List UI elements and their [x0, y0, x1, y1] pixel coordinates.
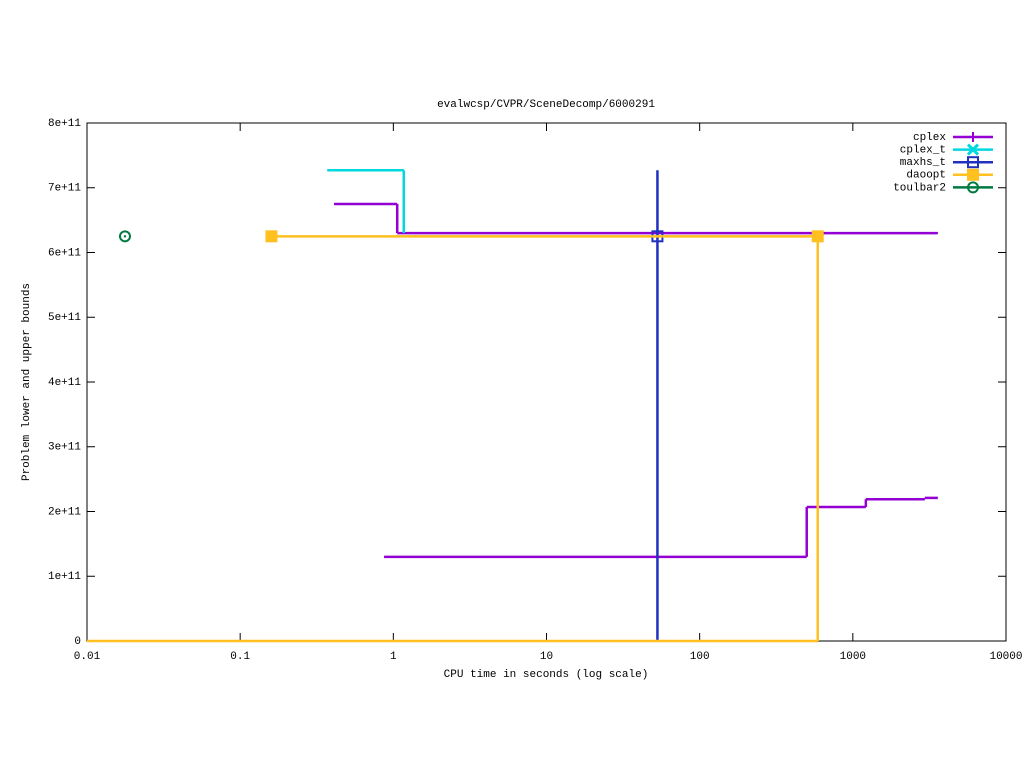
x-tick-label: 1	[390, 651, 397, 663]
marker	[118, 230, 131, 243]
y-tick-label: 3e+11	[48, 442, 81, 454]
y-axis-label: Problem lower and upper bounds	[21, 283, 33, 481]
y-tick-label: 4e+11	[48, 377, 81, 389]
legend-label: daoopt	[906, 170, 946, 182]
y-tick-label: 6e+11	[48, 247, 81, 259]
marker	[966, 143, 980, 156]
marker	[967, 181, 979, 194]
legend-label: cplex	[913, 132, 946, 144]
legend-label: cplex_t	[900, 145, 946, 157]
y-tick-label: 2e+11	[48, 506, 81, 518]
marker	[265, 230, 278, 243]
y-tick-label: 5e+11	[48, 312, 81, 324]
y-tick-label: 0	[74, 636, 81, 648]
marker	[811, 230, 824, 243]
x-tick-label: 10000	[989, 651, 1022, 663]
x-axis-label: CPU time in seconds (log scale)	[444, 669, 649, 681]
y-tick-label: 7e+11	[48, 183, 81, 195]
legend-label: toulbar2	[893, 182, 946, 194]
x-tick-label: 1000	[840, 651, 866, 663]
x-tick-label: 10	[540, 651, 553, 663]
marker	[967, 156, 979, 169]
x-tick-label: 0.01	[74, 651, 101, 663]
x-tick-label: 0.1	[230, 651, 250, 663]
marker	[968, 132, 978, 142]
y-tick-label: 1e+11	[48, 571, 81, 583]
y-tick-label: 8e+11	[48, 118, 81, 130]
marker	[967, 168, 979, 181]
marker-dot	[123, 235, 127, 238]
marker-dot	[971, 186, 975, 189]
chart-title: evalwcsp/CVPR/SceneDecomp/6000291	[437, 99, 655, 111]
x-tick-label: 100	[690, 651, 710, 663]
legend-label: maxhs_t	[900, 157, 946, 169]
